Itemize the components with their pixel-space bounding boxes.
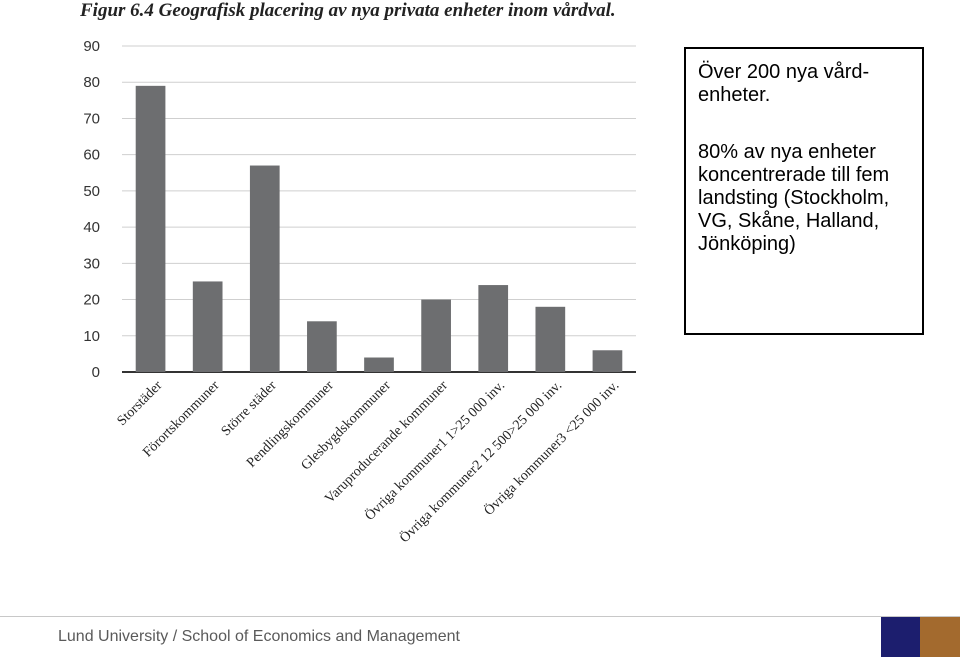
bar (421, 299, 451, 372)
footer-divider (0, 616, 960, 617)
y-tick-label: 90 (83, 38, 100, 55)
y-tick-label: 70 (83, 110, 100, 127)
bar (249, 165, 280, 372)
callout-box: Över 200 nya vård-enheter. 80% av nya en… (684, 47, 924, 335)
y-tick-label: 50 (83, 183, 100, 200)
bar (592, 350, 623, 372)
y-tick-label: 80 (83, 74, 100, 91)
y-tick-label: 60 (83, 147, 100, 164)
bar (192, 281, 223, 372)
chart-title: Figur 6.4 Geografisk placering av nya pr… (80, 0, 616, 21)
callout-line-1: Över 200 nya vård-enheter. (698, 61, 870, 106)
x-tick-label: Storstäder (115, 378, 166, 429)
bar (307, 321, 337, 372)
y-tick-label: 0 (92, 364, 100, 381)
bar (135, 85, 166, 372)
y-tick-label: 10 (83, 328, 100, 345)
x-tick-label: Varuproducerande kommuner (322, 378, 451, 507)
bar (364, 357, 394, 372)
bar (535, 306, 566, 372)
y-tick-label: 20 (83, 292, 100, 309)
footer-text: Lund University / School of Economics an… (58, 628, 460, 645)
bar (478, 285, 509, 372)
callout-line-2: 80% av nya enheter koncentrerade till fe… (698, 141, 890, 255)
x-tick-label: Större städer (219, 378, 280, 439)
brand-block-blue (881, 617, 920, 657)
brand-block-gold (920, 617, 960, 657)
y-tick-label: 30 (83, 255, 100, 272)
y-tick-label: 40 (83, 219, 100, 236)
